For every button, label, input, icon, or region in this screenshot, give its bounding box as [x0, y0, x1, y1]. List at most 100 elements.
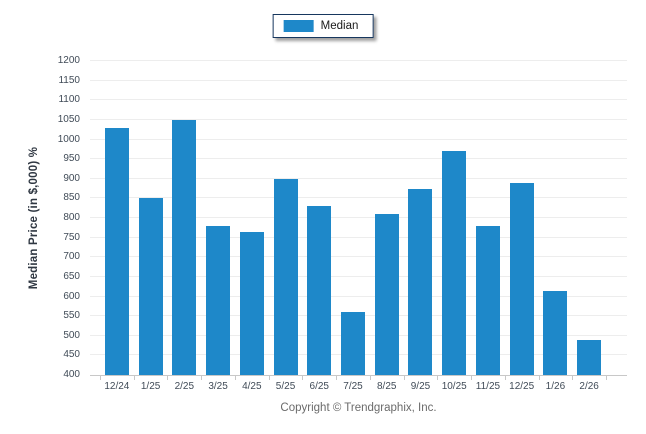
gridline — [90, 295, 627, 297]
x-tick — [471, 376, 473, 380]
x-tick-label: 12/24 — [104, 381, 130, 392]
x-tick — [167, 376, 169, 380]
x-tick — [369, 376, 371, 380]
bar-slot — [471, 61, 505, 375]
y-tick-label: 750 — [63, 231, 80, 243]
bar-11/25[interactable] — [475, 225, 500, 375]
x-tick — [133, 376, 135, 380]
bar-slot — [302, 61, 336, 375]
x-tick — [100, 376, 101, 380]
bar-12/24[interactable] — [104, 127, 129, 375]
bar-slot — [336, 61, 370, 375]
x-tick — [268, 376, 270, 380]
y-axis-labels: 400 450 500 550 600 650 700 750 800 850 900 950 1000… — [0, 55, 80, 380]
y-tick-label: 1050 — [57, 113, 80, 125]
legend-label-median: Median — [320, 20, 359, 32]
x-tick-label: 7/25 — [343, 381, 363, 392]
x-tick — [572, 376, 574, 380]
gridline — [90, 158, 627, 160]
gridline — [90, 217, 627, 218]
bar-slot — [134, 61, 168, 375]
bar-6/25[interactable] — [307, 206, 332, 375]
x-tick — [336, 376, 338, 380]
x-tick-label: 9/25 — [410, 381, 431, 392]
y-tick-label: 1200 — [57, 55, 80, 66]
x-tick — [302, 376, 304, 380]
y-tick-label: 950 — [63, 153, 80, 165]
y-tick-label: 900 — [63, 172, 80, 184]
gridline — [90, 275, 627, 277]
bar-slot — [201, 61, 235, 375]
x-tick-label: 2/26 — [579, 381, 599, 392]
y-tick-label: 400 — [63, 369, 80, 380]
bar-slot — [167, 61, 201, 375]
x-tick-label: 4/25 — [242, 381, 262, 392]
bar-10/25[interactable] — [442, 151, 467, 375]
x-tick-label: 5/25 — [275, 381, 296, 392]
bar-slot — [572, 61, 606, 375]
bar-1/26[interactable] — [543, 290, 568, 375]
x-tick-label: 3/25 — [208, 381, 228, 392]
x-tick-label: 10/25 — [441, 381, 467, 392]
x-tick — [538, 376, 540, 380]
x-tick — [201, 376, 203, 380]
bar-5/25[interactable] — [273, 178, 298, 375]
x-tick-label: 12/25 — [509, 381, 535, 392]
bar-slot — [269, 61, 303, 375]
bar-slot — [100, 61, 134, 375]
x-tick-label: 1/26 — [545, 381, 566, 392]
x-tick — [504, 376, 506, 380]
bar-8/25[interactable] — [374, 214, 399, 375]
gridline — [90, 197, 627, 199]
x-tick — [234, 376, 236, 380]
x-tick — [403, 376, 405, 380]
gridline — [90, 118, 627, 120]
gridline — [90, 236, 627, 238]
x-tick-label: 2/25 — [174, 381, 195, 392]
gridline — [90, 79, 627, 81]
bar-slot — [235, 61, 269, 375]
bar-slot — [539, 61, 573, 375]
y-tick-label: 600 — [63, 290, 80, 302]
y-tick-label: 550 — [63, 310, 80, 322]
x-tick-label: 8/25 — [377, 381, 397, 392]
bar-9/25[interactable] — [408, 188, 433, 375]
y-tick-label: 1150 — [58, 74, 80, 86]
bar-4/25[interactable] — [239, 231, 264, 375]
bar-slot — [370, 61, 404, 375]
y-tick-label: 700 — [63, 251, 80, 263]
bar-slot — [404, 61, 438, 375]
gridline — [90, 99, 627, 101]
gridline — [90, 256, 627, 258]
plot-area — [90, 60, 627, 380]
x-tick — [606, 376, 607, 380]
bars — [100, 61, 606, 375]
y-tick-label: 850 — [63, 192, 80, 204]
bar-2/25[interactable] — [172, 119, 197, 375]
x-tick-label: 6/25 — [309, 381, 329, 392]
x-axis-ticks — [100, 375, 607, 380]
gridline — [90, 177, 627, 179]
bar-2/26[interactable] — [577, 339, 602, 375]
bar-3/25[interactable] — [206, 225, 231, 375]
x-tick-label: 11/25 — [475, 381, 501, 392]
y-tick-label: 800 — [63, 212, 80, 223]
y-tick-label: 1100 — [58, 94, 80, 106]
copyright-text: Copyright © Trendgraphix, Inc. — [280, 402, 437, 414]
bar-7/25[interactable] — [341, 312, 365, 375]
legend[interactable]: Median — [272, 14, 374, 38]
gridline — [90, 138, 627, 140]
bar-1/25[interactable] — [138, 198, 163, 375]
bar-12/25[interactable] — [509, 182, 534, 375]
y-tick-label: 650 — [63, 270, 80, 282]
y-tick-label: 500 — [63, 329, 80, 341]
x-tick — [437, 376, 439, 380]
x-tick-label: 1/25 — [140, 381, 161, 392]
x-axis-labels: 12/24 1/25 2/25 3/25 4/25 5/25 6/25 7/25 8/25 9/2… — [100, 381, 606, 392]
y-tick-label: 450 — [63, 349, 80, 361]
bar-slot — [505, 61, 539, 375]
bar-slot — [437, 61, 471, 375]
gridline — [90, 60, 627, 61]
y-tick-label: 1000 — [57, 133, 80, 145]
